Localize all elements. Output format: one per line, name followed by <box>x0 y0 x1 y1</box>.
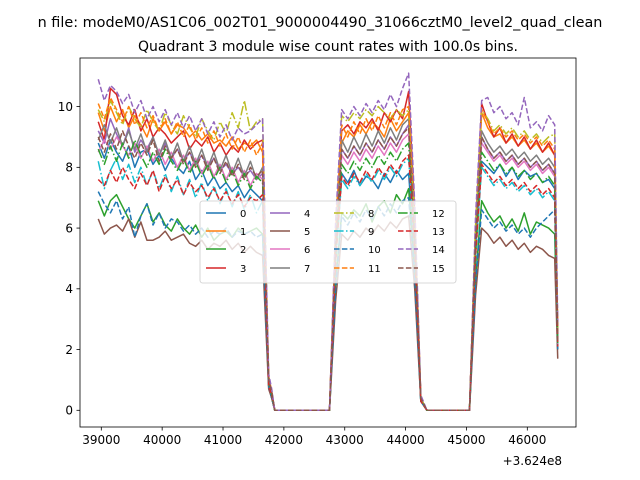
y-tick-label: 10 <box>58 100 73 114</box>
x-axis: 39000 40000 41000 42000 43000 44000 45000 46000 <box>82 427 546 447</box>
series-line-15 <box>97 127 559 412</box>
x-tick-label: 39000 <box>82 433 120 447</box>
series-line-10 <box>97 191 559 412</box>
legend-label-10: 10 <box>368 245 381 256</box>
figure-suptitle: n file: modeM0/AS1C06_002T01_9000004490_… <box>38 15 603 31</box>
series-line-8 <box>97 99 559 412</box>
legend-label-14: 14 <box>432 245 445 256</box>
series-line-11 <box>97 96 559 412</box>
legend-label-3: 3 <box>240 264 246 275</box>
legend-label-8: 8 <box>368 209 374 220</box>
legend-label-5: 5 <box>304 227 310 238</box>
plot-frame <box>79 57 577 428</box>
x-tick-label: 41000 <box>204 433 242 447</box>
x-tick-label: 42000 <box>265 433 303 447</box>
y-axis: 0 2 4 6 8 10 <box>58 100 80 418</box>
legend-label-0: 0 <box>240 209 246 220</box>
y-tick-label: 0 <box>65 404 73 418</box>
series-lines <box>97 72 559 412</box>
legend-label-7: 7 <box>304 264 310 275</box>
legend-label-13: 13 <box>432 227 445 238</box>
x-tick-label: 43000 <box>326 433 364 447</box>
legend-label-6: 6 <box>304 245 310 256</box>
x-tick-label: 46000 <box>508 433 546 447</box>
x-offset-text: +3.624e8 <box>503 454 562 468</box>
legend-label-15: 15 <box>432 264 445 275</box>
legend-label-9: 9 <box>368 227 374 238</box>
legend-box <box>199 200 457 284</box>
x-tick-label: 40000 <box>143 433 181 447</box>
legend-label-12: 12 <box>432 209 445 220</box>
x-tick-label: 45000 <box>447 433 485 447</box>
y-tick-label: 6 <box>65 221 73 235</box>
y-tick-label: 8 <box>65 161 73 175</box>
x-tick-label: 44000 <box>387 433 425 447</box>
y-tick-label: 4 <box>65 282 73 296</box>
y-tick-label: 2 <box>65 343 73 357</box>
legend-label-2: 2 <box>240 245 246 256</box>
legend-label-11: 11 <box>368 264 381 275</box>
series-line-14 <box>97 72 559 412</box>
legend-label-4: 4 <box>304 209 310 220</box>
chart-title: Quadrant 3 module wise count rates with … <box>138 39 518 55</box>
legend-label-1: 1 <box>240 227 246 238</box>
